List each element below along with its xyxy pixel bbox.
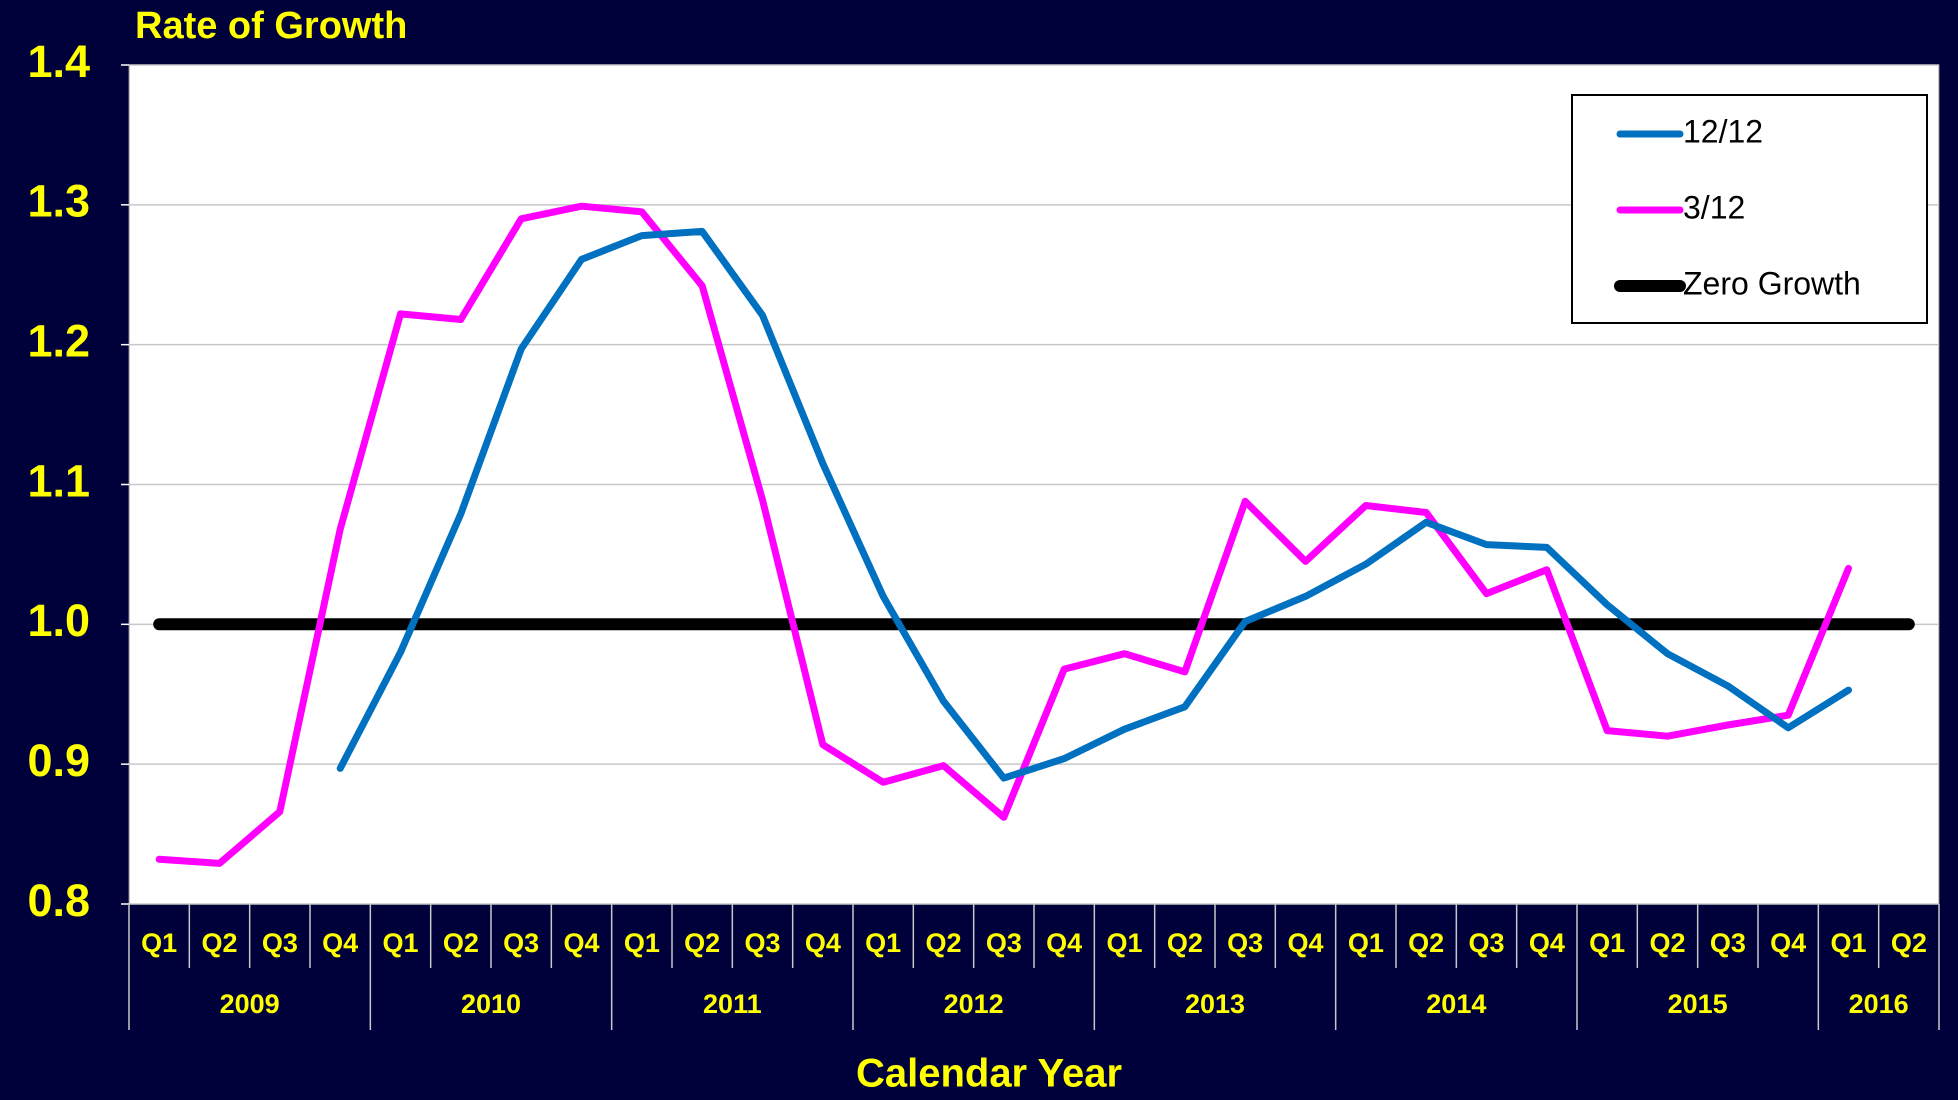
x-tick-label: Q2 [201, 928, 237, 958]
x-tick-label: Q2 [1408, 928, 1444, 958]
year-label: 2014 [1426, 989, 1486, 1019]
x-tick-label: Q2 [443, 928, 479, 958]
x-tick-label: Q4 [1046, 928, 1082, 958]
y-tick-label: 1.0 [27, 595, 90, 646]
series-line [155, 202, 1852, 867]
x-tick-label: Q1 [141, 928, 177, 958]
year-label: 2012 [944, 989, 1004, 1019]
chart-title: Rate of Growth [135, 5, 407, 47]
x-tick-label: Q3 [1710, 928, 1746, 958]
x-tick-label: Q1 [1589, 928, 1625, 958]
x-tick-label: Q2 [1891, 928, 1927, 958]
y-tick-label: 1.3 [27, 176, 90, 227]
x-tick-label: Q3 [503, 928, 539, 958]
y-tick-label: 1.2 [27, 316, 90, 367]
x-tick-label: Q3 [1468, 928, 1504, 958]
year-label: 2016 [1849, 989, 1909, 1019]
year-label: 2015 [1668, 989, 1728, 1019]
year-label: 2013 [1185, 989, 1245, 1019]
x-tick-label: Q2 [1649, 928, 1685, 958]
x-tick-label: Q4 [1287, 928, 1323, 958]
year-label: 2010 [461, 989, 521, 1019]
series-line [336, 227, 1852, 782]
x-tick-label: Q2 [925, 928, 961, 958]
y-tick-label: 0.8 [27, 875, 90, 926]
x-tick-label: Q4 [1770, 928, 1806, 958]
x-tick-label: Q4 [1529, 928, 1565, 958]
x-tick-label: Q3 [1227, 928, 1263, 958]
x-axis-label: Calendar Year [856, 1052, 1122, 1096]
x-tick-label: Q1 [1830, 928, 1866, 958]
y-tick-label: 1.1 [27, 455, 90, 506]
x-tick-label: Q4 [322, 928, 358, 958]
x-tick-label: Q2 [1167, 928, 1203, 958]
legend-label: 12/12 [1683, 113, 1763, 149]
legend-label: Zero Growth [1683, 265, 1861, 301]
x-tick-label: Q4 [805, 928, 841, 958]
x-tick-label: Q1 [1348, 928, 1384, 958]
x-tick-label: Q1 [1106, 928, 1142, 958]
legend-label: 3/12 [1683, 189, 1745, 225]
x-tick-label: Q3 [744, 928, 780, 958]
year-label: 2009 [220, 989, 280, 1019]
y-tick-label: 1.4 [27, 36, 90, 87]
x-tick-label: Q4 [563, 928, 599, 958]
x-tick-label: Q3 [986, 928, 1022, 958]
x-tick-label: Q2 [684, 928, 720, 958]
x-tick-label: Q3 [262, 928, 298, 958]
x-tick-label: Q1 [865, 928, 901, 958]
x-tick-label: Q1 [624, 928, 660, 958]
year-label: 2011 [703, 989, 762, 1019]
y-tick-label: 0.9 [27, 735, 90, 786]
x-tick-label: Q1 [382, 928, 418, 958]
